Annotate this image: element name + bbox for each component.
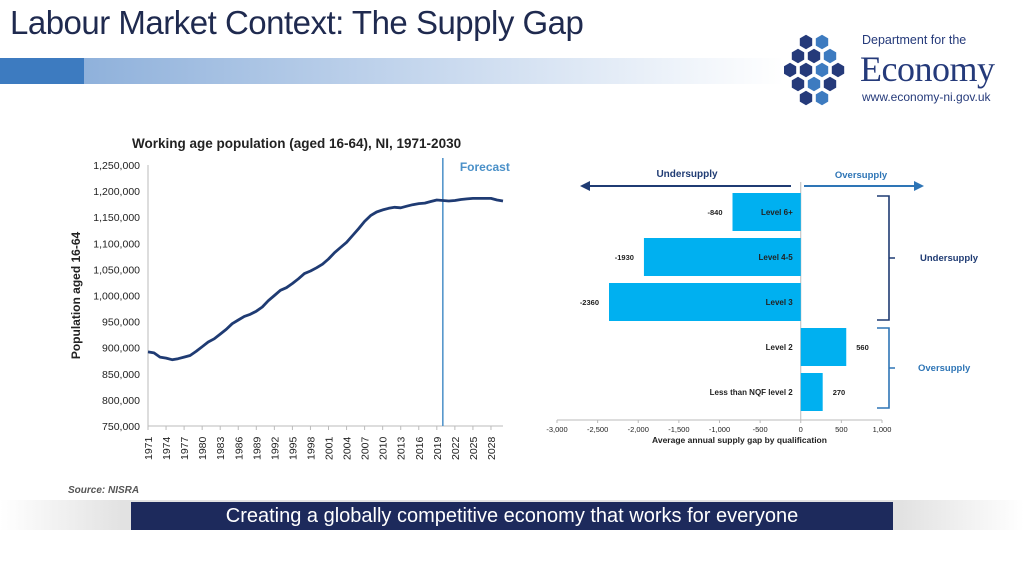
footer-tagline: Creating a globally competitive economy … — [131, 502, 893, 530]
y-tick-label: 1,050,000 — [93, 264, 140, 276]
y-tick-label: 1,000,000 — [93, 291, 140, 303]
y-tick-label: 750,000 — [102, 421, 140, 433]
logo-hexagon — [807, 48, 821, 64]
x-tick-label: 0 — [799, 425, 803, 434]
oversupply-header: Oversupply — [835, 170, 888, 181]
category-label: Less than NQF level 2 — [710, 388, 794, 397]
undersupply-bracket — [877, 195, 895, 321]
logo-hexagon — [799, 90, 813, 106]
y-tick-label: 1,250,000 — [93, 160, 140, 172]
department-logo: Department for the Economy www.economy-n… — [784, 30, 1014, 110]
x-tick-label: 2001 — [324, 436, 336, 460]
source-value: NISRA — [108, 485, 140, 496]
y-tick-label: 850,000 — [102, 369, 140, 381]
x-axis-label: Average annual supply gap by qualificati… — [652, 435, 827, 445]
y-axis-label: Population aged 16-64 — [69, 231, 83, 359]
logo-hexagon — [815, 62, 829, 78]
category-label: Level 6+ — [761, 208, 793, 217]
bar — [643, 238, 801, 276]
x-tick-label: 1974 — [161, 436, 173, 460]
source-label: Source: — [68, 485, 106, 496]
page-title: Labour Market Context: The Supply Gap — [10, 4, 584, 41]
undersupply-header: Undersupply — [656, 169, 718, 180]
x-tick-label: 1983 — [215, 436, 227, 460]
population-line-chart: Working age population (aged 16-64), NI,… — [69, 136, 510, 460]
value-label: 560 — [856, 343, 869, 352]
source-note: Source: NISRA — [68, 485, 139, 496]
title-gradient-bar — [84, 58, 784, 84]
bar — [800, 373, 823, 411]
x-tick-label: 2028 — [486, 436, 498, 460]
x-tick-label: 1971 — [143, 436, 155, 460]
y-tick-label: 1,200,000 — [93, 186, 140, 198]
title-accent-bar — [0, 58, 84, 84]
logo-hexagon — [831, 62, 845, 78]
x-tick-label: 1,000 — [873, 425, 892, 434]
logo-hexagon — [815, 90, 829, 106]
logo-department-text: Department for the — [862, 33, 967, 47]
undersupply-arrow-head — [580, 181, 590, 191]
y-tick-label: 950,000 — [102, 317, 140, 329]
category-label: Level 4-5 — [759, 253, 794, 262]
hexagon-cluster-icon — [784, 34, 845, 106]
x-tick-label: 2010 — [378, 436, 390, 460]
x-tick-label: 2025 — [468, 436, 480, 460]
x-tick-label: -1,500 — [668, 425, 689, 434]
logo-hexagon — [815, 34, 829, 50]
oversupply-bracket-label: Oversupply — [918, 363, 971, 374]
x-tick-label: 2013 — [396, 436, 408, 460]
x-tick-label: -3,000 — [546, 425, 567, 434]
y-tick-label: 800,000 — [102, 395, 140, 407]
x-tick-label: -500 — [753, 425, 768, 434]
value-label: -1930 — [615, 253, 634, 262]
undersupply-bracket-label: Undersupply — [920, 253, 979, 264]
x-tick-label: 1989 — [251, 436, 263, 460]
y-tick-label: 1,100,000 — [93, 238, 140, 250]
logo-economy-text: Economy — [860, 49, 995, 89]
bar — [800, 328, 847, 366]
x-tick-label: 2019 — [432, 436, 444, 460]
x-tick-label: 1977 — [179, 436, 191, 460]
value-label: -840 — [707, 208, 722, 217]
bar — [732, 193, 801, 231]
logo-hexagon — [807, 76, 821, 92]
x-tick-label: -2,000 — [628, 425, 649, 434]
logo-hexagon — [784, 62, 797, 78]
oversupply-arrow-head — [914, 181, 924, 191]
value-label: -2360 — [580, 298, 599, 307]
x-tick-label: -2,500 — [587, 425, 608, 434]
chart-title: Working age population (aged 16-64), NI,… — [132, 136, 461, 151]
logo-website-text: www.economy-ni.gov.uk — [862, 90, 991, 104]
logo-hexagon — [799, 34, 813, 50]
x-tick-label: 1995 — [287, 436, 299, 460]
bar — [609, 283, 801, 321]
supply-gap-bar-chart: Undersupply Oversupply -3,000 -2,500 -2,000 -… — [546, 169, 979, 445]
logo-hexagon — [791, 76, 805, 92]
x-tick-label: 2004 — [342, 436, 354, 460]
category-label: Level 2 — [766, 343, 794, 352]
logo-hexagon — [799, 62, 813, 78]
logo-hexagon — [791, 48, 805, 64]
x-tick-label: 2007 — [360, 436, 372, 460]
x-tick-label: 2022 — [450, 436, 462, 460]
value-label: 270 — [833, 388, 846, 397]
y-tick-label: 1,150,000 — [93, 212, 140, 224]
forecast-label: Forecast — [460, 160, 510, 174]
oversupply-bracket — [877, 327, 895, 409]
x-tick-label: 1998 — [305, 436, 317, 460]
x-tick-label: 2016 — [414, 436, 426, 460]
logo-hexagon — [823, 76, 837, 92]
x-tick-label: -1,000 — [709, 425, 730, 434]
x-tick-label: 500 — [835, 425, 848, 434]
x-tick-label: 1992 — [269, 436, 281, 460]
x-tick-label: 1986 — [233, 436, 245, 460]
x-tick-label: 1980 — [197, 436, 209, 460]
logo-hexagon — [823, 48, 837, 64]
category-label: Level 3 — [766, 298, 794, 307]
y-tick-label: 900,000 — [102, 343, 140, 355]
population-series-line — [147, 197, 504, 362]
